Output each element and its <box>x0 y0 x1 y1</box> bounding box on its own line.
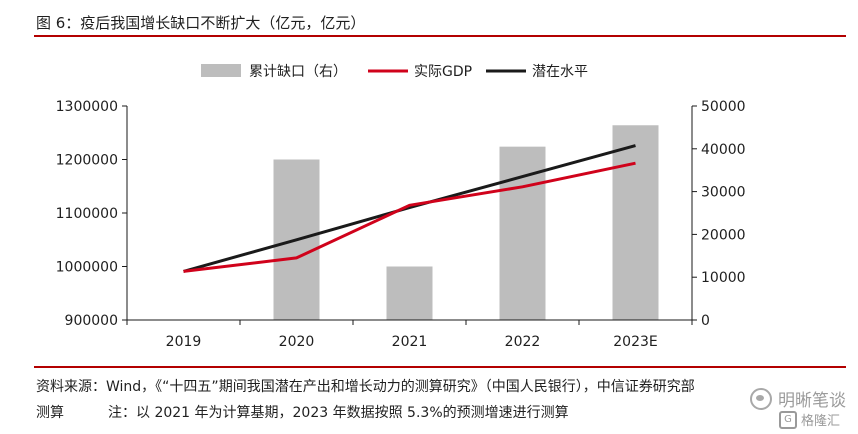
x-tick-label: 2020 <box>279 334 315 350</box>
legend-swatch-gap <box>201 64 241 77</box>
source-note: 资料来源：Wind，《“十四五”期间我国潜在产出和增长动力的测算研究》（中国人民… <box>36 379 695 395</box>
line-potential <box>183 144 636 273</box>
x-tick-label: 2021 <box>392 334 428 350</box>
bar-gap <box>612 125 659 320</box>
x-tick-label: 2022 <box>505 334 541 350</box>
watermark-secondary: G 格隆汇 <box>778 410 840 429</box>
right-tick-label: 10000 <box>701 270 746 286</box>
line-real-gdp <box>183 161 636 273</box>
legend-label-potential: 潜在水平 <box>532 64 588 80</box>
footer-rule <box>34 366 846 368</box>
gap-chart: 累计缺口（右） 实际GDP 潜在水平 900000 1000000 1100000 1200… <box>56 64 746 350</box>
x-tick-label: 2019 <box>166 334 202 350</box>
right-tick-label: 30000 <box>701 185 746 201</box>
left-tick-label: 1100000 <box>56 206 118 222</box>
chart-title: 图 6：疫后我国增长缺口不断扩大（亿元，亿元） <box>36 14 366 32</box>
note-label: 测算 <box>36 405 64 421</box>
legend-label-real-gdp: 实际GDP <box>414 64 472 80</box>
bar-gap <box>386 266 433 320</box>
right-tick-label: 50000 <box>701 99 746 115</box>
left-tick-label: 1000000 <box>56 260 118 276</box>
right-tick-label: 0 <box>701 313 710 329</box>
x-tick-label: 2023E <box>613 334 657 350</box>
watermark-text: 明晰笔谈 <box>778 391 846 411</box>
gelonghui-logo-icon: G <box>778 410 797 429</box>
note-text: 注：以 2021 年为计算基期，2023 年数据按照 5.3%的预测增速进行测算 <box>108 405 569 421</box>
right-tick-label: 40000 <box>701 142 746 158</box>
watermark: 明晰笔谈 <box>750 386 846 411</box>
left-tick-label: 900000 <box>65 313 118 329</box>
legend-label-gap: 累计缺口（右） <box>249 64 347 80</box>
watermark-secondary-text: 格隆汇 <box>800 414 840 429</box>
title-rule <box>34 35 846 37</box>
left-tick-label: 1300000 <box>56 99 118 115</box>
left-tick-label: 1200000 <box>56 153 118 169</box>
wechat-icon <box>750 387 772 410</box>
calculation-note: 测算 注：以 2021 年为计算基期，2023 年数据按照 5.3%的预测增速进行… <box>36 402 569 422</box>
right-tick-label: 20000 <box>701 227 746 243</box>
